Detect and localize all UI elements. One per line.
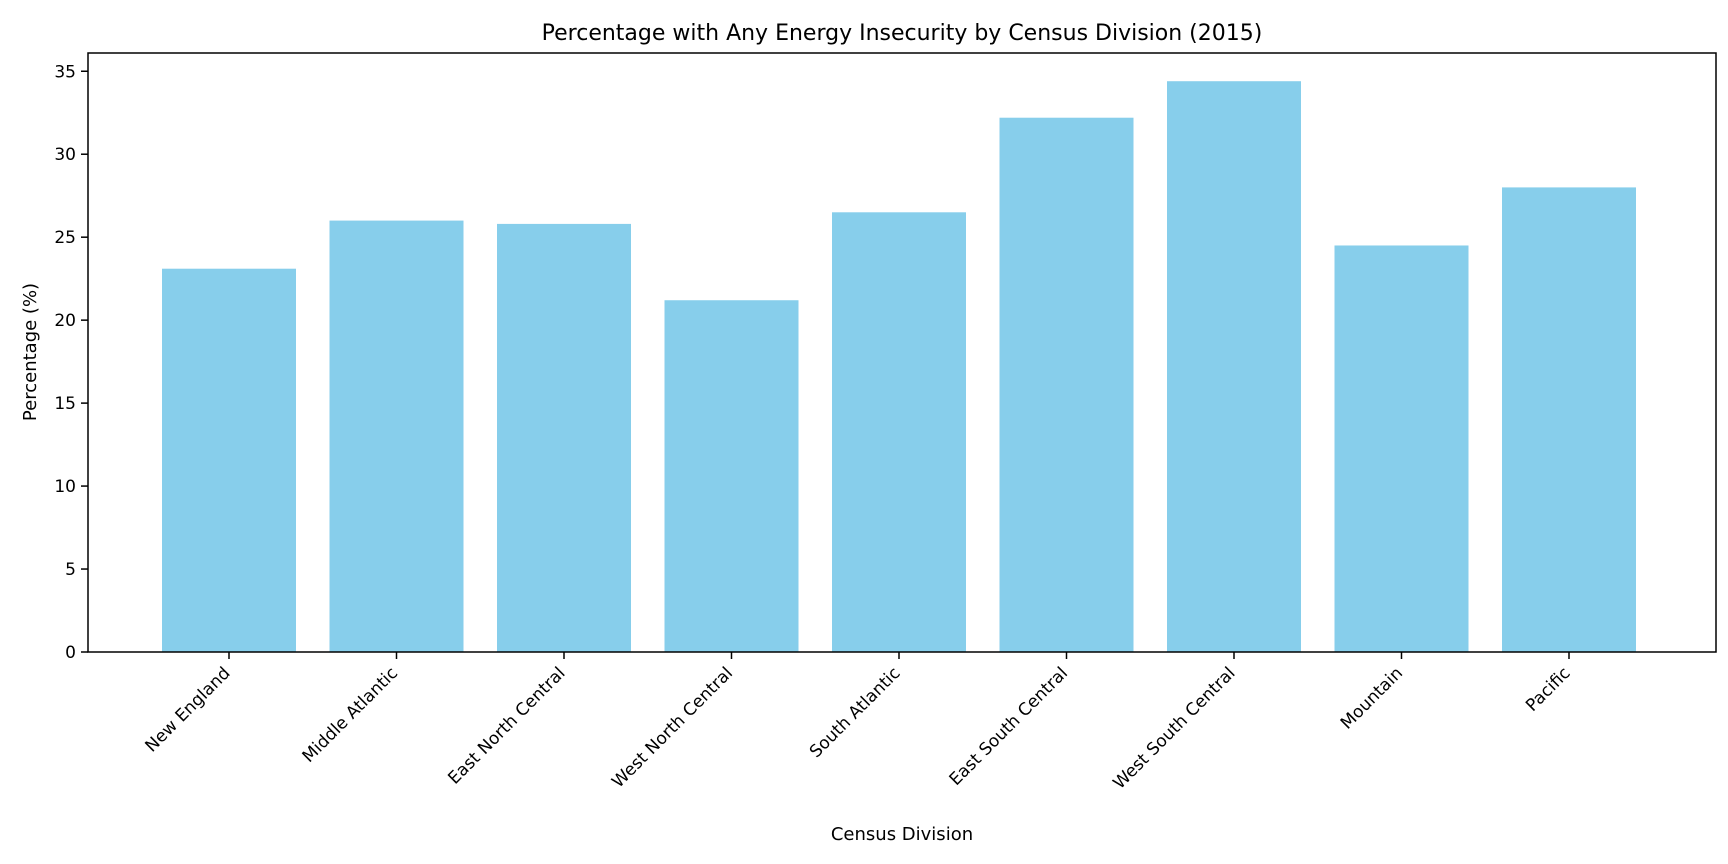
bar — [1334, 245, 1469, 653]
y-tick-label: 20 — [54, 311, 76, 331]
x-tick-label: South Atlantic — [806, 663, 905, 762]
y-tick-label: 35 — [54, 62, 76, 82]
y-tick-label: 15 — [54, 394, 76, 414]
y-tick-label: 30 — [54, 145, 76, 165]
x-tick-label: East South Central — [946, 663, 1072, 789]
bar — [664, 300, 799, 652]
bar — [497, 223, 631, 652]
bar — [832, 212, 966, 652]
x-axis-label: Census Division — [831, 824, 973, 845]
y-axis-ticks: 0 5 10 15 20 25 30 35 — [54, 62, 88, 663]
x-tick-label: East North Central — [444, 663, 569, 788]
y-tick-label: 25 — [54, 228, 76, 248]
chart-title: Percentage with Any Energy Insecurity by… — [542, 21, 1263, 46]
plot-frame — [87, 52, 1717, 653]
x-tick-label: Pacific — [1522, 663, 1574, 715]
x-tick-label: West North Central — [608, 663, 737, 792]
x-axis-ticks: New England Middle Atlantic East North Cen… — [142, 652, 1575, 793]
bars-group — [162, 81, 1636, 653]
y-tick-label: 0 — [65, 643, 76, 663]
x-tick-label: Middle Atlantic — [299, 663, 402, 766]
bar — [329, 220, 464, 652]
y-tick-label: 10 — [54, 477, 76, 497]
x-tick-label: New England — [142, 663, 235, 756]
bar — [1502, 187, 1636, 652]
bar — [162, 268, 296, 652]
bar — [999, 117, 1134, 652]
y-tick-label: 5 — [65, 560, 76, 580]
bar — [1167, 81, 1301, 652]
x-tick-label: Mountain — [1337, 663, 1407, 733]
y-axis-label: Percentage (%) — [20, 283, 41, 421]
x-tick-label: West South Central — [1109, 663, 1239, 793]
